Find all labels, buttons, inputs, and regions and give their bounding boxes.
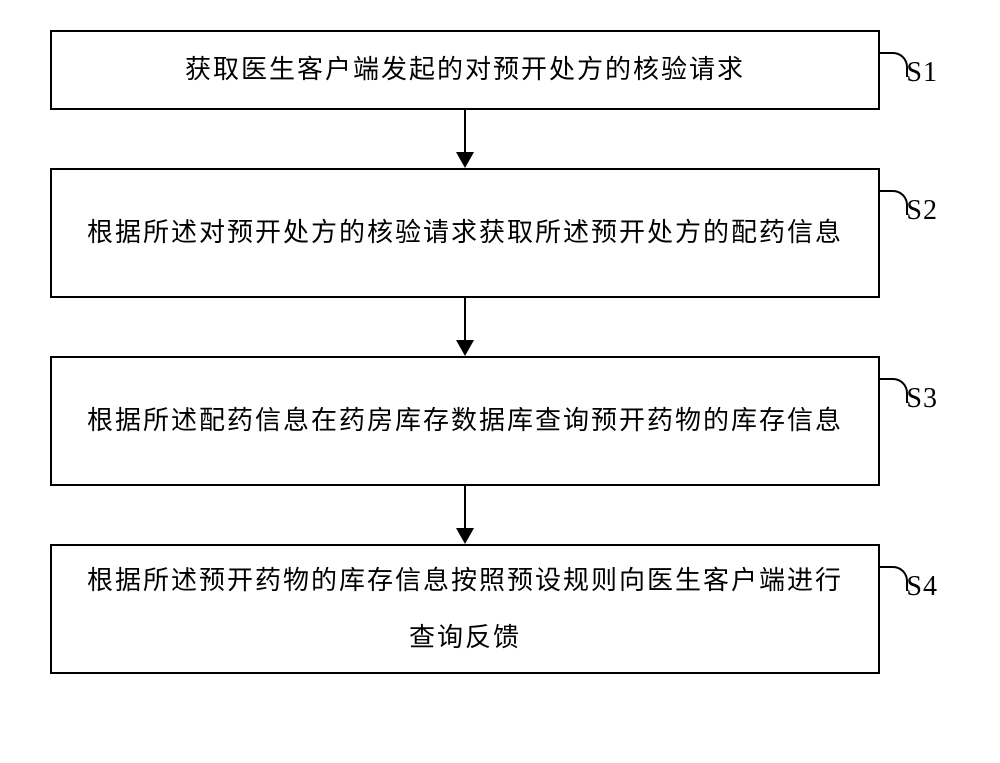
arrow-s1-s2 xyxy=(50,110,880,168)
label-connector xyxy=(878,566,908,591)
arrow-s3-s4 xyxy=(50,486,880,544)
step-label: S4 xyxy=(906,556,938,618)
step-text: 根据所述配药信息在药房库存数据库查询预开药物的库存信息 xyxy=(87,392,843,449)
arrow-line xyxy=(464,298,466,340)
step-box-s1: 获取医生客户端发起的对预开处方的核验请求 S1 xyxy=(50,30,880,110)
step-label: S2 xyxy=(906,180,938,242)
step-text: 获取医生客户端发起的对预开处方的核验请求 xyxy=(185,41,745,98)
label-connector xyxy=(878,52,908,77)
step-label: S3 xyxy=(906,368,938,430)
arrow-s2-s3 xyxy=(50,298,880,356)
arrow-head xyxy=(456,152,474,168)
label-connector xyxy=(878,190,908,215)
step-box-s4: 根据所述预开药物的库存信息按照预设规则向医生客户端进行查询反馈 S4 xyxy=(50,544,880,674)
arrow-line xyxy=(464,110,466,152)
step-text: 根据所述对预开处方的核验请求获取所述预开处方的配药信息 xyxy=(87,204,843,261)
step-box-s2: 根据所述对预开处方的核验请求获取所述预开处方的配药信息 S2 xyxy=(50,168,880,298)
arrow-head xyxy=(456,528,474,544)
arrow-line xyxy=(464,486,466,528)
label-connector xyxy=(878,378,908,403)
arrow-head xyxy=(456,340,474,356)
step-box-s3: 根据所述配药信息在药房库存数据库查询预开药物的库存信息 S3 xyxy=(50,356,880,486)
step-label: S1 xyxy=(906,42,938,104)
step-text: 根据所述预开药物的库存信息按照预设规则向医生客户端进行查询反馈 xyxy=(82,552,848,666)
flowchart-container: 获取医生客户端发起的对预开处方的核验请求 S1 根据所述对预开处方的核验请求获取… xyxy=(50,30,950,674)
